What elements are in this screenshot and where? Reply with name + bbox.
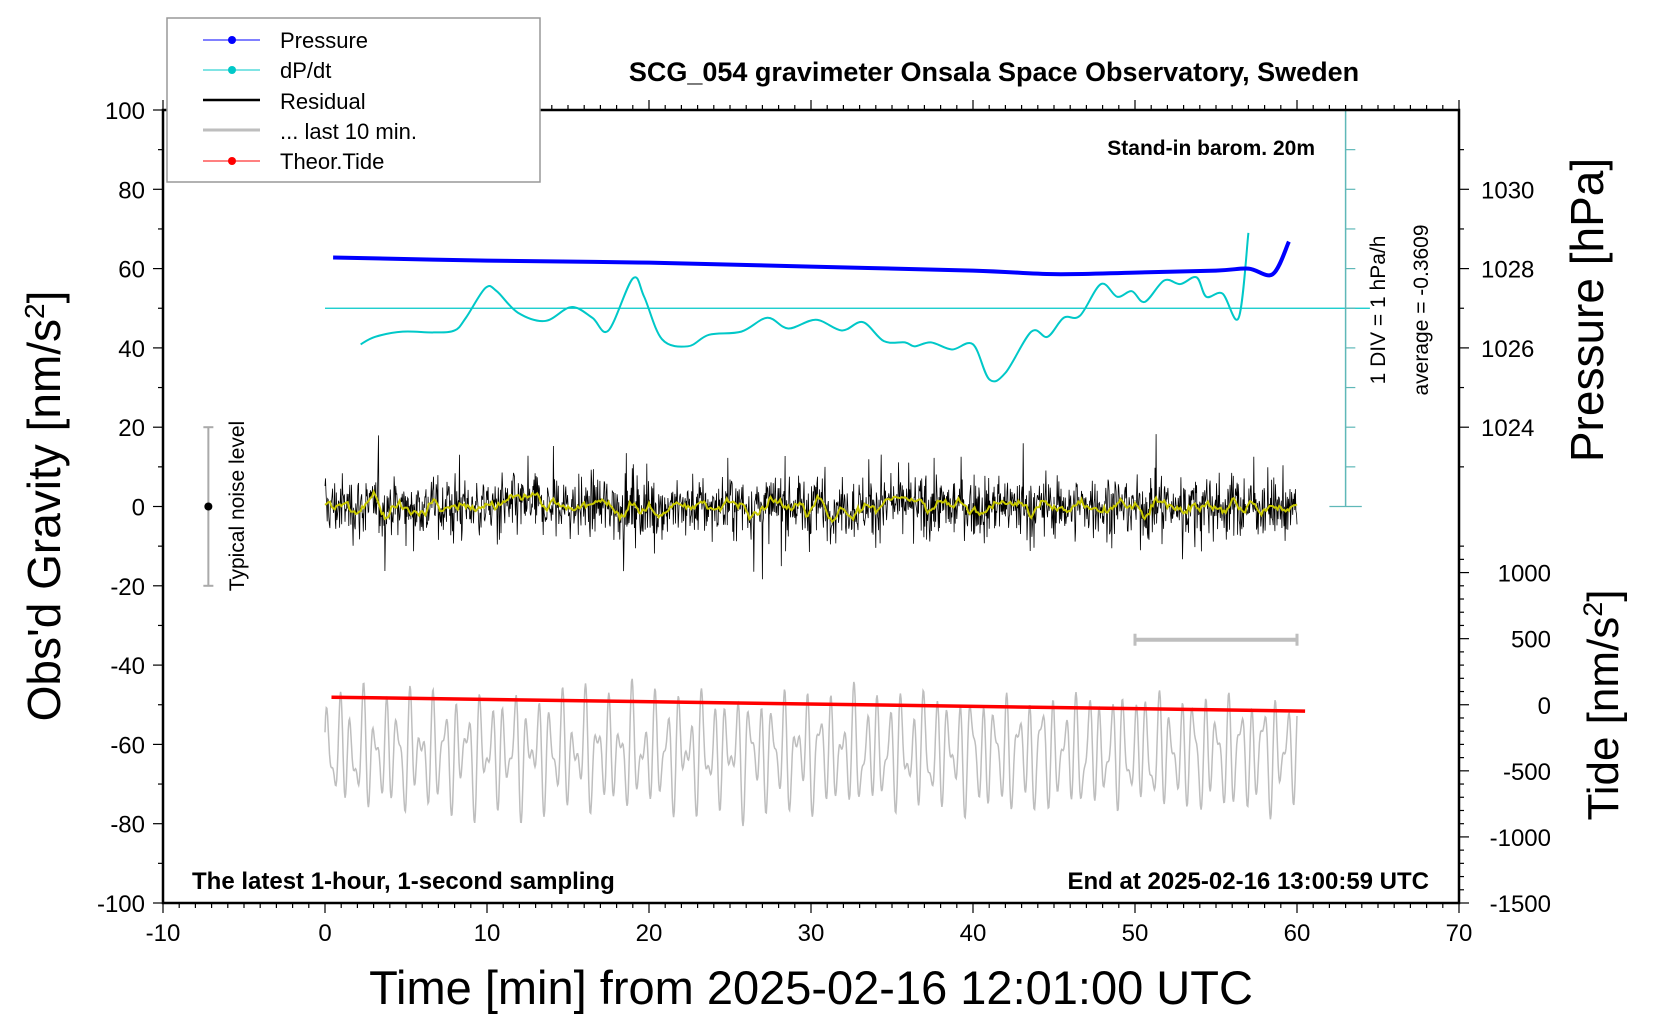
- x-tick-label: 10: [474, 920, 501, 947]
- x-tick-label: 0: [318, 920, 331, 947]
- y-tick-label: -80: [110, 812, 145, 839]
- legend-label: Pressure: [280, 28, 368, 53]
- pressure-tick-label: 1024: [1481, 415, 1534, 442]
- tide-line: [331, 695, 1306, 713]
- x-tick-label: 50: [1122, 920, 1149, 947]
- legend: Pressure dP/dt Residual ... last 10 min.…: [166, 17, 541, 183]
- legend-marker-dpdt: [228, 66, 236, 74]
- pressure-line: [333, 240, 1291, 278]
- y-tick-label: 20: [118, 415, 145, 442]
- y-tick-label: 80: [118, 177, 145, 204]
- y-tick-label: 60: [118, 257, 145, 284]
- x-tick-label: -10: [146, 920, 181, 947]
- pressure-tick-label: 1030: [1481, 177, 1534, 204]
- legend-marker-tide: [228, 157, 236, 165]
- tide-tick-label: -1000: [1490, 825, 1551, 852]
- axes-layer: -10 0 10 20 30 40 50 60 70100806040200-20-40-60-…: [97, 98, 1551, 947]
- tide-tick-label: -1500: [1490, 891, 1551, 918]
- tide-tick-label: -500: [1503, 759, 1551, 786]
- x-axis-label: Time [min] from 2025-02-16 12:01:00 UTC: [369, 961, 1253, 1014]
- pressure-axis-label: Pressure [hPa]: [1561, 158, 1613, 462]
- legend-item-pressure: Pressure: [203, 28, 368, 53]
- residual-line: [324, 434, 1298, 580]
- x-tick-label: 60: [1284, 920, 1311, 947]
- x-tick-label: 40: [960, 920, 987, 947]
- legend-label: Residual: [280, 89, 366, 114]
- tide-tick-label: 0: [1538, 693, 1551, 720]
- tide-tick-label: 500: [1511, 627, 1551, 654]
- average-label: average = -0.3609: [1410, 224, 1433, 395]
- legend-marker-pressure: [228, 36, 236, 44]
- tide-axis-label: Tide [nm/s2]: [1578, 589, 1628, 820]
- div-scale-label: 1 DIV = 1 hPa/h: [1367, 236, 1390, 385]
- legend-item-tide: Theor.Tide: [203, 149, 384, 174]
- legend-item-residual: Residual: [203, 89, 366, 114]
- last-10-min-line: [324, 678, 1298, 827]
- legend-label: Theor.Tide: [280, 149, 384, 174]
- legend-label: ... last 10 min.: [280, 119, 417, 144]
- y-tick-label: -40: [110, 653, 145, 680]
- pressure-tick-label: 1028: [1481, 257, 1534, 284]
- legend-label: dP/dt: [280, 58, 331, 83]
- chart-title: SCG_054 gravimeter Onsala Space Observat…: [629, 57, 1359, 87]
- legend-item-last10: ... last 10 min.: [203, 119, 417, 144]
- y-tick-label: -60: [110, 732, 145, 759]
- y-axis-label: Obs'd Gravity [nm/s2]: [18, 291, 70, 722]
- residual-smoothed-line: [324, 489, 1298, 524]
- x-tick-label: 20: [636, 920, 663, 947]
- noise-level-label: Typical noise level: [226, 421, 249, 591]
- bottom-left-note: The latest 1-hour, 1-second sampling: [192, 868, 615, 895]
- dpdt-line: [360, 232, 1250, 383]
- noise-level-dot: [204, 502, 213, 511]
- y-tick-label: 0: [132, 495, 145, 522]
- y-tick-label: 40: [118, 336, 145, 363]
- y-tick-label: 100: [105, 98, 145, 125]
- x-tick-label: 30: [798, 920, 825, 947]
- pressure-tick-label: 1026: [1481, 336, 1534, 363]
- y-tick-label: -20: [110, 574, 145, 601]
- legend-item-dpdt: dP/dt: [203, 58, 331, 83]
- x-tick-label: 70: [1446, 920, 1473, 947]
- bottom-right-note: End at 2025-02-16 13:00:59 UTC: [1068, 868, 1430, 895]
- barometer-note: Stand-in barom. 20m: [1107, 137, 1315, 160]
- tide-tick-label: 1000: [1498, 561, 1551, 588]
- y-tick-label: -100: [97, 891, 145, 918]
- series-layer: [203, 109, 1370, 827]
